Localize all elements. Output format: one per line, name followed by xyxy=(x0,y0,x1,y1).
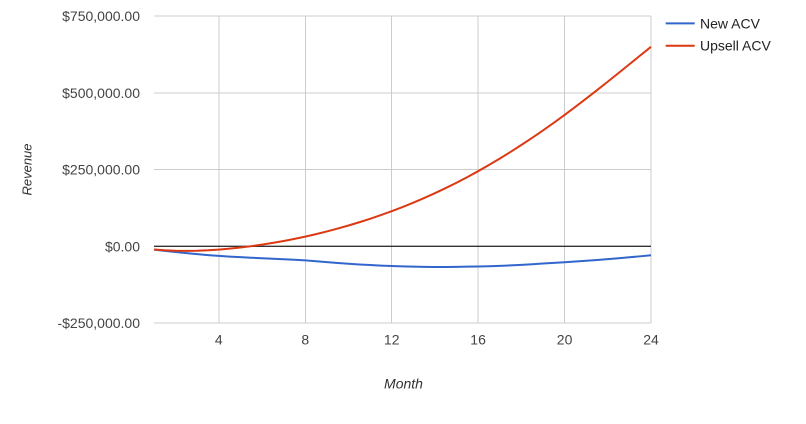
svg-text:-$250,000.00: -$250,000.00 xyxy=(57,315,140,331)
svg-text:4: 4 xyxy=(215,332,223,348)
svg-text:Month: Month xyxy=(384,375,423,391)
svg-text:New ACV: New ACV xyxy=(700,15,761,31)
svg-text:Upsell ACV: Upsell ACV xyxy=(700,38,771,54)
svg-text:Revenue: Revenue xyxy=(20,143,35,195)
svg-text:8: 8 xyxy=(301,332,309,348)
svg-text:$750,000.00: $750,000.00 xyxy=(62,8,140,24)
svg-text:24: 24 xyxy=(643,332,659,348)
svg-text:16: 16 xyxy=(470,332,486,348)
svg-text:$500,000.00: $500,000.00 xyxy=(62,85,140,101)
svg-text:20: 20 xyxy=(557,332,573,348)
svg-text:12: 12 xyxy=(384,332,400,348)
svg-text:$250,000.00: $250,000.00 xyxy=(62,162,140,178)
svg-text:$0.00: $0.00 xyxy=(105,238,140,254)
